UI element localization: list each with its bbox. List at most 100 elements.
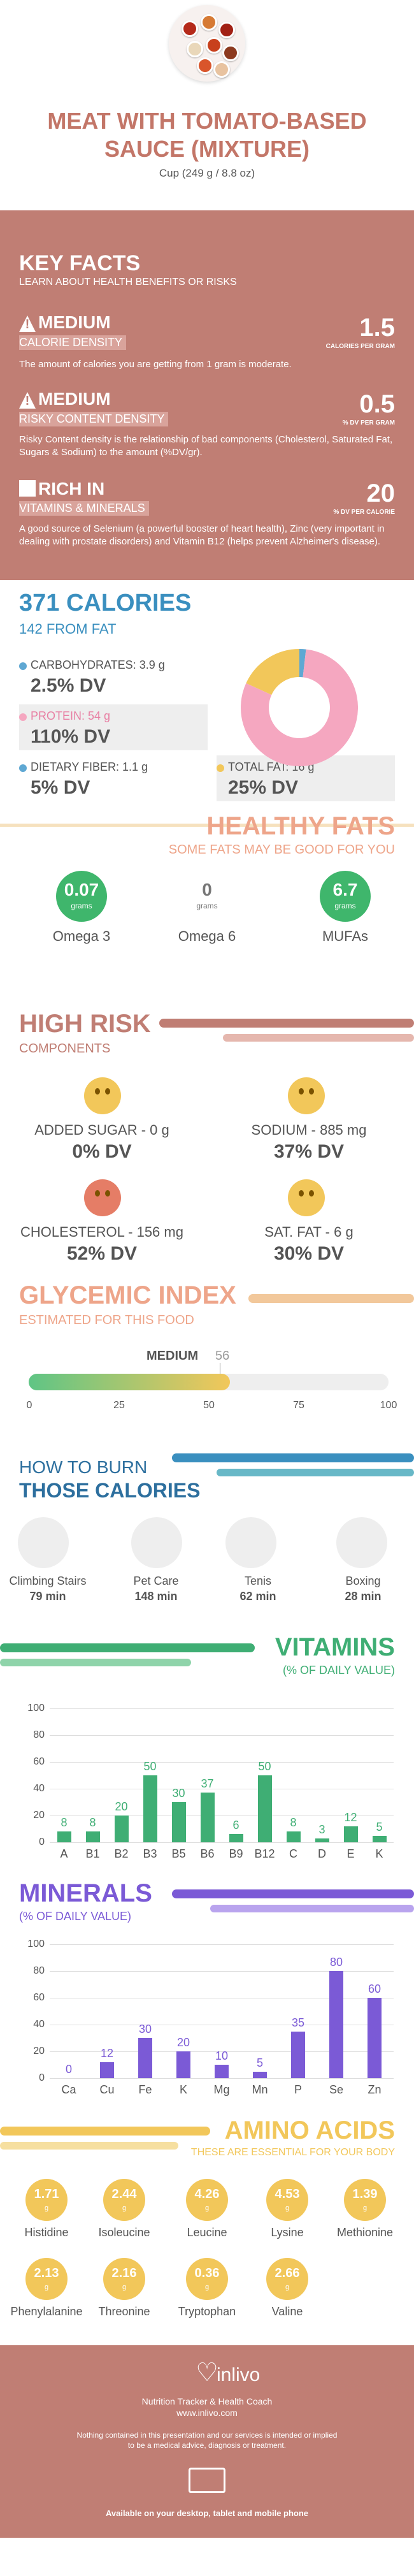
fiber-dot bbox=[19, 764, 27, 772]
risky-content-value: 0.5 bbox=[359, 390, 395, 418]
bar-value-label: 12 bbox=[344, 1810, 357, 1824]
amino-circle: 4.26 g bbox=[186, 2179, 228, 2221]
minerals-chart: 0 20 40 60 80 100 0 Ca 12 Cu 30 Fe 20 K 10 Mg 5 Mn 35 P 80 Se… bbox=[0, 1874, 414, 2116]
cholesterol-label: CHOLESTEROL - 156 mg bbox=[20, 1224, 183, 1240]
header: MEAT WITH TOMATO-BASED SAUCE (MIXTURE) C… bbox=[0, 0, 414, 210]
vitamins-section: VITAMINS (% OF DAILY VALUE) 0 20 40 60 80 100… bbox=[0, 1632, 414, 1874]
gridline bbox=[50, 1842, 394, 1843]
burn-title-1: HOW TO BURN bbox=[19, 1457, 148, 1477]
disclaimer-line-1: Nothing contained in this presentation a… bbox=[76, 2431, 338, 2440]
bar-E bbox=[343, 1826, 358, 1842]
macro-carbs: CARBOHYDRATES: 3.9 g 2.5% DV bbox=[19, 653, 208, 699]
bar-value-label: 30 bbox=[138, 2023, 152, 2035]
bar-B5 bbox=[171, 1802, 186, 1842]
bar-value-label: 10 bbox=[215, 2049, 229, 2062]
bar-value-label: 0 bbox=[65, 2063, 72, 2076]
title-line-2: SAUCE (MIXTURE) bbox=[104, 136, 310, 162]
bar-K bbox=[176, 2051, 190, 2078]
healthy-fats-title: HEALTHY FATS bbox=[206, 812, 395, 840]
amino-acids-section: AMINO ACIDS THESE ARE ESSENTIAL FOR YOUR… bbox=[0, 2116, 414, 2345]
risky-content-unit: % DV PER GRAM bbox=[342, 419, 395, 426]
x-tick-label: K bbox=[375, 1847, 383, 1860]
amino-circle: 1.39 g bbox=[344, 2179, 386, 2221]
heart-icon: ♡ bbox=[196, 2359, 218, 2387]
deco-stripe bbox=[0, 2127, 210, 2136]
macro-protein: PROTEIN: 54 g 110% DV bbox=[19, 704, 208, 750]
omega3-circle: 0.07 grams bbox=[56, 871, 107, 922]
y-tick-label: 80 bbox=[33, 1965, 45, 1976]
chart-icon bbox=[19, 480, 36, 497]
glycemic-tick: 25 bbox=[113, 1400, 125, 1411]
risky-content-label: RISKY CONTENT DENSITY bbox=[19, 412, 169, 426]
added-sugar-label: ADDED SUGAR - 0 g bbox=[34, 1122, 169, 1138]
x-tick-label: E bbox=[346, 1847, 355, 1860]
glycemic-tick: 75 bbox=[293, 1400, 304, 1411]
amino-label: Lysine bbox=[271, 2226, 304, 2239]
bar-Se bbox=[329, 1971, 343, 2078]
minerals-subtitle: (% OF DAILY VALUE) bbox=[19, 1910, 132, 1923]
x-tick-label: B9 bbox=[229, 1847, 243, 1860]
bar-value-label: 30 bbox=[172, 1787, 185, 1800]
gridline bbox=[50, 2078, 394, 2079]
activity-label: Boxing bbox=[345, 1575, 381, 1587]
devices-icon bbox=[189, 2468, 225, 2493]
deco-stripe bbox=[172, 1889, 414, 1898]
bar-P bbox=[291, 2031, 305, 2078]
y-tick-label: 40 bbox=[33, 1783, 45, 1794]
bar-A bbox=[57, 1831, 71, 1842]
amino-circle: 2.16 g bbox=[103, 2258, 145, 2300]
glycemic-tick: 100 bbox=[380, 1400, 397, 1411]
healthy-fats-section: HEALTHY FATS SOME FATS MAY BE GOOD FOR Y… bbox=[0, 810, 414, 1007]
gridline bbox=[50, 1762, 394, 1763]
footer: ♡ inlivo Nutrition Tracker & Health Coac… bbox=[0, 2345, 414, 2538]
omega6-label: Omega 6 bbox=[178, 928, 236, 944]
climbing-stairs-icon bbox=[18, 1517, 69, 1568]
glycemic-subtitle: ESTIMATED FOR THIS FOOD bbox=[19, 1313, 194, 1327]
amino-label: Threonine bbox=[98, 2305, 150, 2318]
bar-C bbox=[286, 1831, 301, 1842]
bar-B1 bbox=[85, 1831, 100, 1842]
glycemic-level: MEDIUM bbox=[146, 1349, 199, 1363]
calorie-density-value: 1.5 bbox=[359, 314, 395, 342]
gridline bbox=[50, 1944, 394, 1945]
y-tick-label: 0 bbox=[39, 1837, 45, 1847]
risky-content-level: ! MEDIUM bbox=[19, 389, 111, 409]
bar-value-label: 8 bbox=[290, 1816, 297, 1830]
added-sugar-value: 0% DV bbox=[72, 1141, 132, 1162]
amino-label: Isoleucine bbox=[98, 2226, 150, 2239]
bar-value-label: 6 bbox=[232, 1819, 239, 1832]
x-tick-label: Mg bbox=[213, 2083, 230, 2096]
bar-value-label: 20 bbox=[115, 1800, 128, 1813]
burn-calories-section: HOW TO BURN THOSE CALORIES Climbing Stai… bbox=[0, 1447, 414, 1632]
glycemic-tick: 0 bbox=[26, 1400, 32, 1411]
gridline bbox=[50, 1708, 394, 1709]
y-tick-label: 100 bbox=[27, 1703, 45, 1714]
bar-value-label: 12 bbox=[100, 2046, 114, 2060]
bar-value-label: 8 bbox=[89, 1816, 96, 1830]
amino-label: Phenylalanine bbox=[10, 2305, 83, 2318]
sodium-value: 37% DV bbox=[273, 1141, 345, 1162]
brand-url[interactable]: www.inlivo.com bbox=[176, 2408, 238, 2418]
x-tick-label: B5 bbox=[171, 1847, 186, 1860]
sodium-label: SODIUM - 885 mg bbox=[251, 1122, 367, 1138]
key-facts-title: KEY FACTS bbox=[19, 251, 141, 275]
bar-B6 bbox=[200, 1793, 215, 1842]
y-tick-label: 60 bbox=[33, 1992, 45, 2003]
high-risk-section: HIGH RISK COMPONENTS ADDED SUGAR - 0 g 0… bbox=[0, 1007, 414, 1281]
y-tick-label: 20 bbox=[33, 2046, 45, 2056]
x-tick-label: K bbox=[179, 2083, 187, 2096]
x-tick-label: D bbox=[318, 1847, 326, 1860]
amino-circle: 4.53 g bbox=[266, 2179, 308, 2221]
bar-value-label: 50 bbox=[258, 1760, 271, 1773]
bar-value-label: 3 bbox=[318, 1823, 325, 1836]
amino-circle: 2.44 g bbox=[103, 2179, 145, 2221]
gridline bbox=[50, 2051, 394, 2052]
glycemic-fill bbox=[29, 1374, 231, 1390]
vitamins-minerals-label: VITAMINS & MINERALS bbox=[19, 501, 149, 516]
happy-face-icon bbox=[84, 1077, 121, 1114]
vitamins-subtitle: (% OF DAILY VALUE) bbox=[282, 1664, 395, 1677]
bar-value-label: 5 bbox=[256, 2056, 263, 2069]
title-line-1: MEAT WITH TOMATO-BASED bbox=[47, 108, 367, 134]
disclaimer-line-2: to be a medical advice, diagnosis or tre… bbox=[127, 2441, 287, 2450]
bar-B2 bbox=[114, 1816, 129, 1842]
